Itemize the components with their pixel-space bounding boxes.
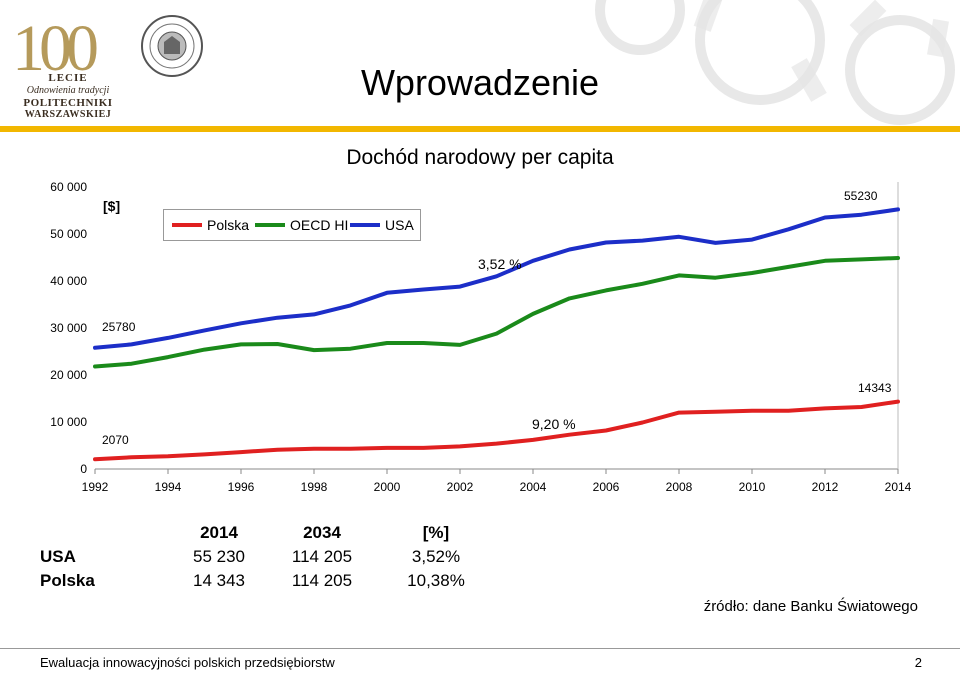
x-tick-label: 2008 [666,480,693,494]
jubilee-text-2: Odnowienia tradycji [26,85,110,96]
x-tick-label: 2010 [739,480,766,494]
summary-header-2034: 2034 [303,523,341,542]
x-tick-label: 2014 [885,480,912,494]
legend-item-oecd: OECD HI [255,210,348,240]
chart-legend: Polska OECD HI USA [163,209,421,241]
x-tick-label: 2006 [593,480,620,494]
x-tick-label: 2000 [374,480,401,494]
source-note: źródło: dane Banku Światowego [703,598,918,615]
table-row: Polska 14 343 114 205 10,38% [40,569,506,593]
gear-background-icon [595,0,955,125]
label-pl-end: 14343 [858,381,892,395]
x-tick-label: 2004 [520,480,547,494]
x-tick-label: 1996 [228,480,255,494]
unit-label: [$] [103,198,121,214]
label-usa-end: 55230 [844,189,878,203]
label-usa-growth: 3,52 % [478,256,522,272]
chart-title: Dochód narodowy per capita [346,146,614,169]
y-tick-label: 50 000 [50,227,87,241]
summary-cell-pct: 10,38% [407,571,465,590]
legend-swatch-oecd [255,223,285,227]
series-line-oecd-hi [93,256,900,369]
x-tick-label: 1992 [82,480,109,494]
label-usa-start: 25780 [102,320,136,334]
summary-row-label: Polska [40,571,95,590]
footer-text: Ewaluacja innowacyjności polskich przeds… [40,655,335,670]
x-tick-label: 1998 [301,480,328,494]
legend-swatch-usa [350,223,380,227]
x-tick-label: 1994 [155,480,182,494]
label-pl-start: 2070 [102,433,129,447]
footer-divider [0,648,960,649]
summary-cell-2014: 55 230 [193,547,245,566]
y-tick-label: 40 000 [50,274,87,288]
summary-cell-2034: 114 205 [291,571,353,590]
page-number: 2 [914,655,922,670]
jubilee-text-4: WARSZAWSKIEJ [24,109,112,120]
legend-label-usa: USA [385,217,414,233]
jubilee-text-3: POLITECHNIKI [23,97,113,109]
y-tick-label: 0 [80,462,87,476]
table-row: USA 55 230 114 205 3,52% [40,545,506,569]
x-tick-label: 2002 [447,480,474,494]
summary-header-pct: [%] [422,523,450,542]
y-tick-label: 30 000 [50,321,87,335]
summary-header-2014: 2014 [200,523,238,542]
line-chart: 0 10 000 20 000 30 000 40 000 50 000 60 000 199… [50,180,912,494]
summary-header-empty [40,521,160,545]
summary-cell-2034: 114 205 [291,547,353,566]
university-seal-icon [141,15,203,77]
legend-label-polska: Polska [207,217,250,233]
x-tick-label: 2012 [812,480,839,494]
summary-cell-pct: 3,52% [411,547,461,566]
summary-row-label: USA [40,547,76,566]
slide-title: Wprowadzenie [360,62,600,103]
label-pl-growth: 9,20 % [532,416,576,432]
y-tick-label: 20 000 [50,368,87,382]
summary-cell-2014: 14 343 [193,571,245,590]
summary-table: 2014 2034 [%] USA 55 230 114 205 3,52% P… [40,521,506,593]
jubilee-number: 100 [12,12,99,85]
y-tick-label: 10 000 [50,415,87,429]
slide-header: 100 LECIE Odnowienia tradycji POLITECHNI… [0,0,960,128]
series-line-usa [93,207,900,350]
summary-header-row: 2014 2034 [%] [40,521,506,545]
jubilee-logo: 100 LECIE Odnowienia tradycji POLITECHNI… [8,12,128,121]
legend-label-oecd: OECD HI [290,217,349,233]
y-tick-label: 60 000 [50,180,87,194]
legend-item-usa: USA [350,210,414,240]
header-accent-bar [0,126,960,132]
legend-swatch-polska [172,223,202,227]
series-line-polska [93,399,900,462]
jubilee-text-1: LECIE [48,72,88,84]
legend-item-polska: Polska [172,210,249,240]
